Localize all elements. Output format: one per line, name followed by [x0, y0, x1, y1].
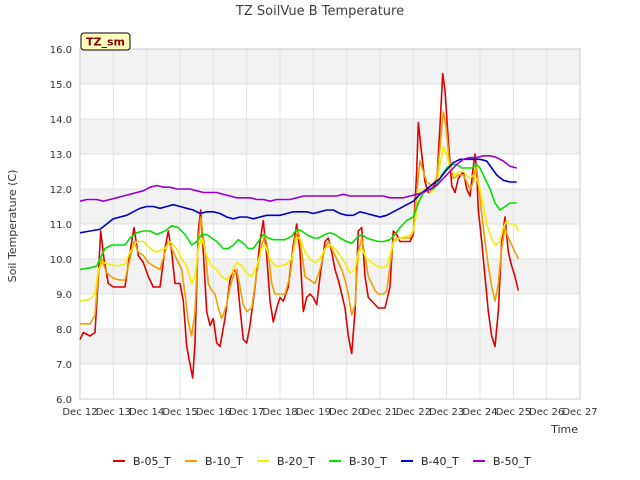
x-tick-label: Dec 26 [529, 407, 564, 418]
x-tick-label: Dec 12 [62, 407, 97, 418]
y-tick-label: 11.0 [50, 220, 72, 231]
plot-band [80, 119, 580, 154]
chart-title: TZ SoilVue B Temperature [235, 4, 404, 19]
x-tick-label: Dec 20 [329, 407, 364, 418]
y-tick-label: 12.0 [50, 185, 72, 196]
x-tick-label: Dec 27 [562, 407, 597, 418]
tag-badge-label: TZ_sm [86, 36, 125, 49]
series-lines [79, 72, 520, 379]
x-tick-label: Dec 15 [162, 407, 197, 418]
x-tick-label: Dec 25 [496, 407, 531, 418]
y-tick-label: 14.0 [50, 115, 72, 126]
plot-band [80, 259, 580, 294]
plot-band [80, 329, 580, 364]
series-line-b-10-t [80, 111, 520, 337]
y-axis-label: Soil Temperature (C) [6, 170, 19, 283]
y-tick-label: 7.0 [56, 360, 72, 371]
y-tick-label: 9.0 [56, 290, 72, 301]
legend-label: B-30_T [349, 455, 387, 468]
y-tick-label: 10.0 [50, 255, 72, 266]
legend-label: B-20_T [277, 455, 315, 468]
plot-area-frame [79, 48, 581, 400]
x-tick-label: Dec 14 [129, 407, 164, 418]
legend: B-05_T B-10_T B-20_T B-30_T B-40_T B-50_T [113, 455, 531, 468]
y-tick-label: 13.0 [50, 150, 72, 161]
legend-label: B-05_T [133, 455, 171, 468]
x-tick-label: Dec 13 [96, 407, 131, 418]
x-tick-label: Dec 17 [229, 407, 264, 418]
x-tick-label: Dec 21 [362, 407, 397, 418]
y-axis-ticks: 6.0 7.0 8.0 9.0 10.0 11.0 12.0 13.0 14.0 15.0 16.0 [50, 45, 72, 406]
y-tick-label: 16.0 [50, 45, 72, 56]
legend-label: B-40_T [421, 455, 459, 468]
plot-band [80, 49, 580, 84]
y-tick-label: 8.0 [56, 325, 72, 336]
y-tick-label: 6.0 [56, 395, 72, 406]
x-tick-label: Dec 24 [462, 407, 497, 418]
series-line-b-50-t [79, 155, 517, 202]
legend-label: B-10_T [205, 455, 243, 468]
series-line-b-05-t [79, 72, 520, 379]
legend-label: B-50_T [493, 455, 531, 468]
series-line-b-40-t [79, 158, 517, 234]
x-tick-label: Dec 19 [296, 407, 331, 418]
tag-badge: TZ_sm [80, 32, 131, 51]
x-axis-label: Time [550, 423, 578, 436]
x-tick-label: Dec 23 [429, 407, 464, 418]
x-tick-label: Dec 22 [396, 407, 431, 418]
x-tick-label: Dec 16 [196, 407, 231, 418]
x-tick-label: Dec 18 [262, 407, 297, 418]
series-line-b-20-t [79, 146, 520, 302]
y-tick-label: 15.0 [50, 80, 72, 91]
